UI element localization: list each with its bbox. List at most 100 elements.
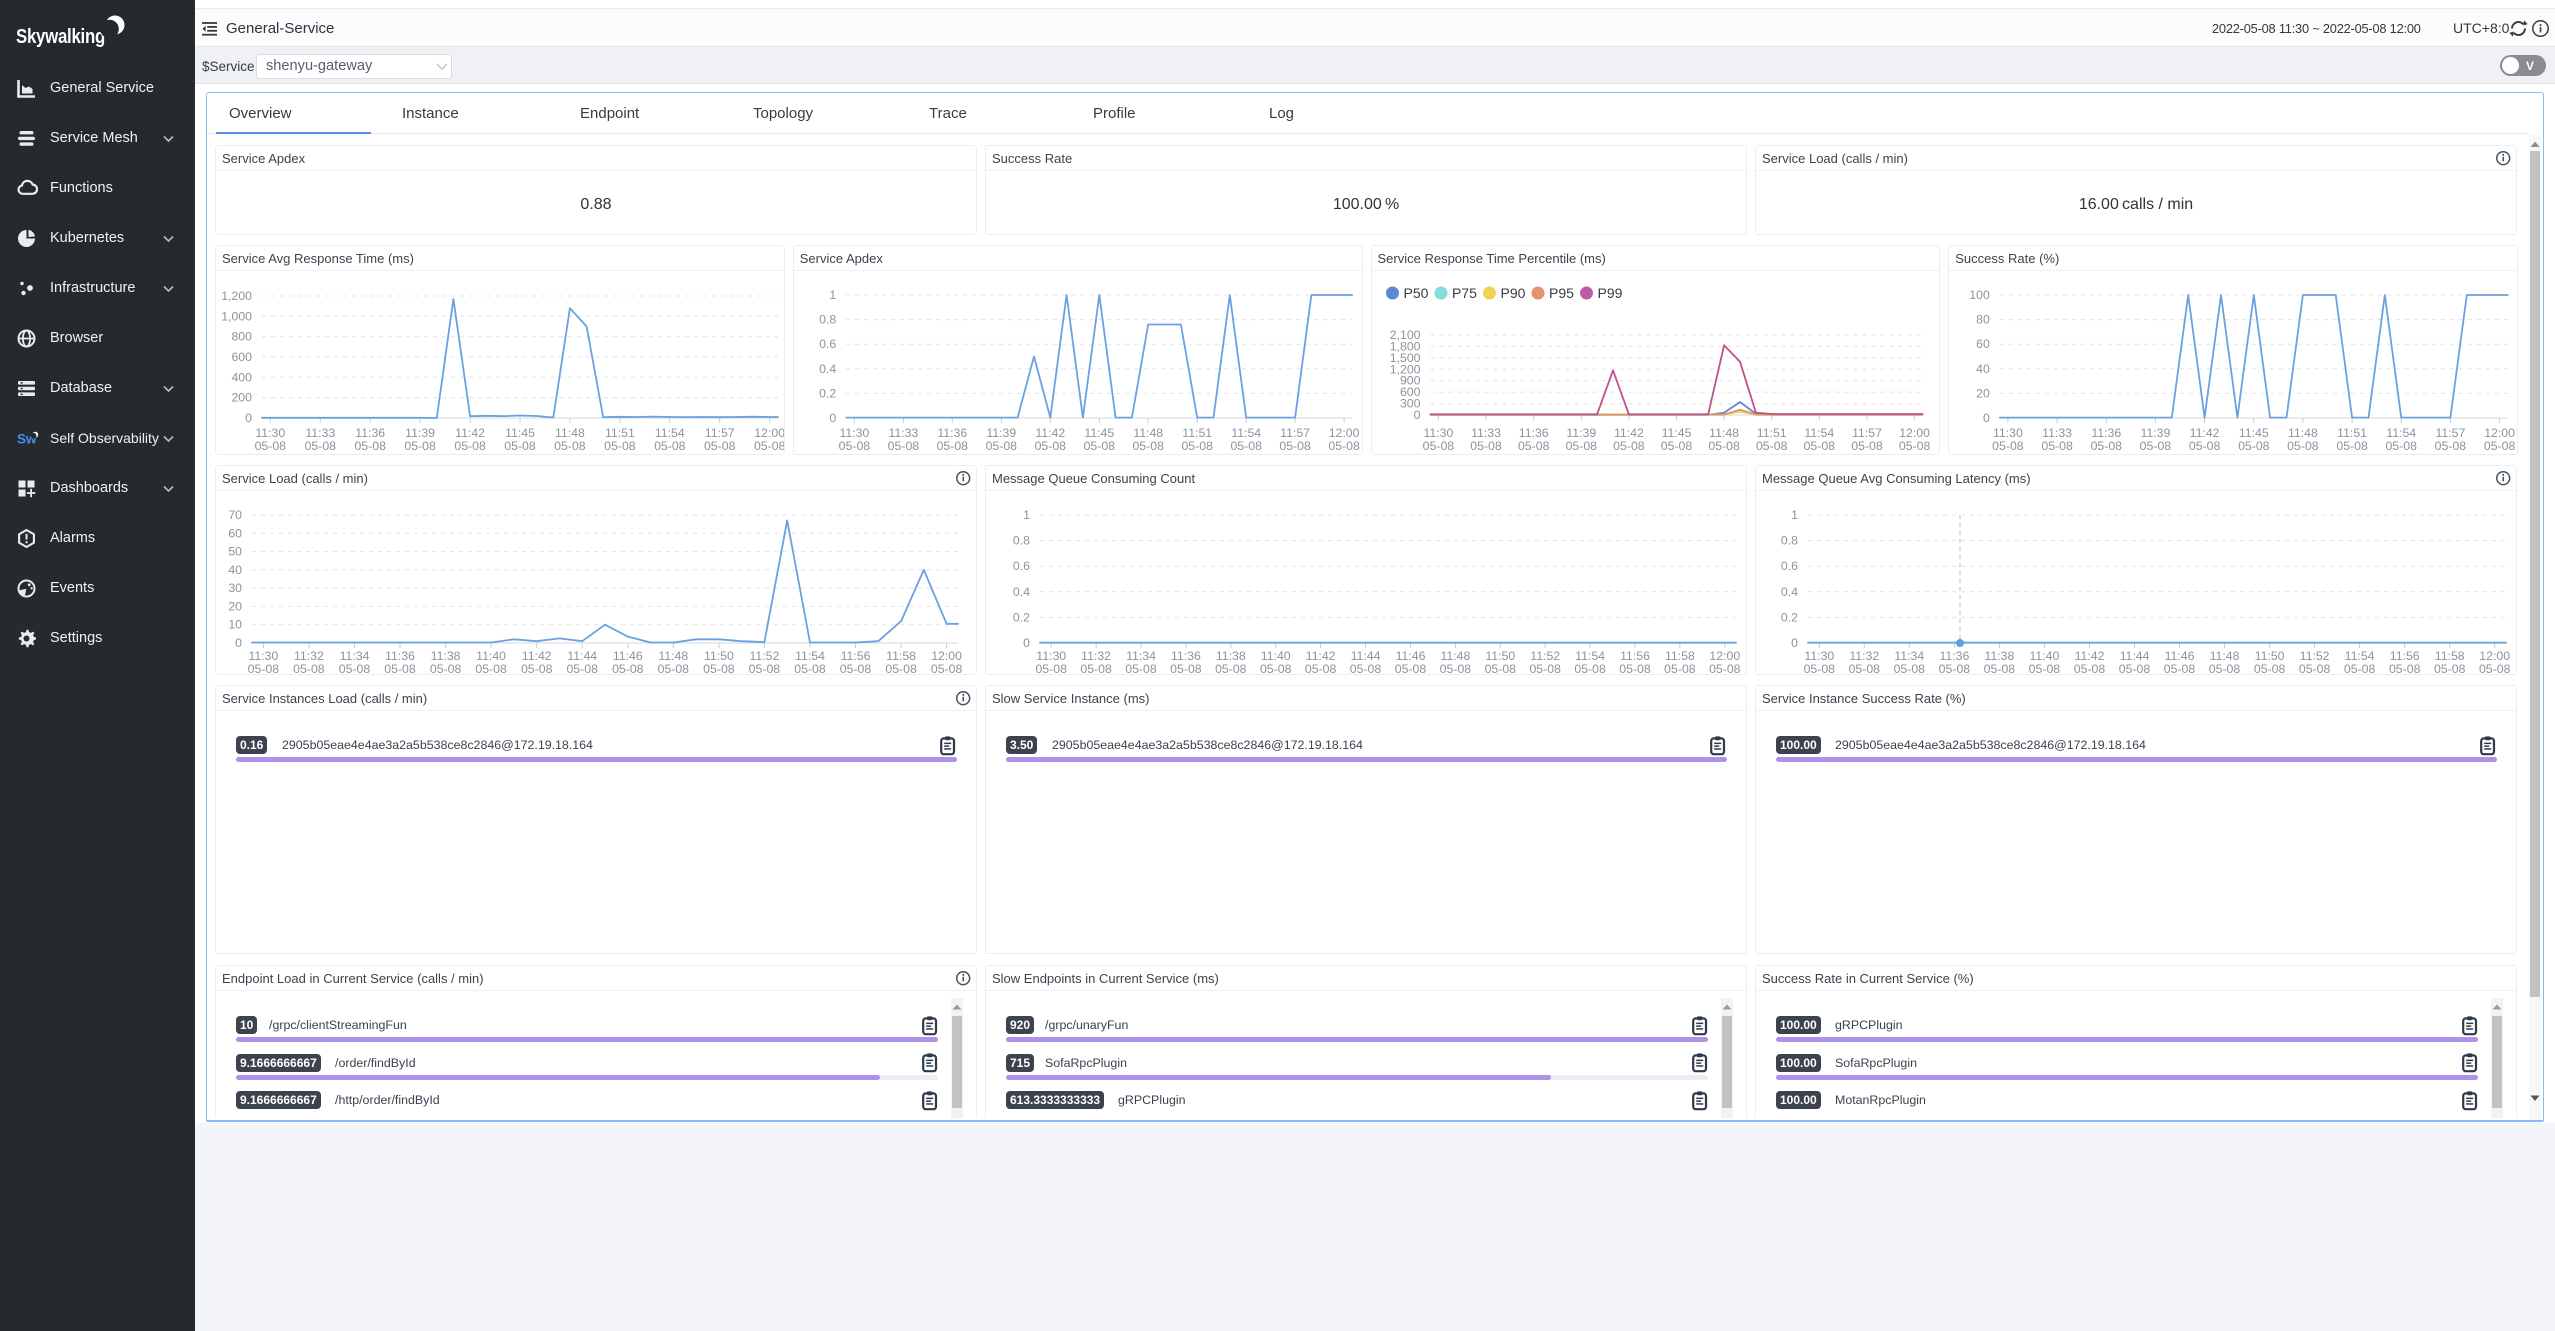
svg-text:1,800: 1,800 <box>1389 339 1420 353</box>
svg-text:05-08: 05-08 <box>1660 439 1692 453</box>
svg-text:1,500: 1,500 <box>1389 351 1420 365</box>
svg-text:11:38: 11:38 <box>431 649 461 663</box>
svg-text:11:50: 11:50 <box>1485 649 1515 663</box>
svg-text:05-08: 05-08 <box>2337 439 2369 453</box>
svg-text:0.6: 0.6 <box>1013 559 1030 573</box>
svg-text:11:58: 11:58 <box>2435 649 2465 663</box>
svg-text:05-08: 05-08 <box>1803 439 1835 453</box>
svg-text:05-08: 05-08 <box>504 439 536 453</box>
svg-text:05-08: 05-08 <box>1170 662 1202 673</box>
svg-text:05-08: 05-08 <box>1939 662 1971 673</box>
svg-text:0: 0 <box>235 636 242 650</box>
svg-text:05-08: 05-08 <box>1849 662 1881 673</box>
svg-text:05-08: 05-08 <box>2164 662 2196 673</box>
svg-text:11:51: 11:51 <box>1756 426 1786 440</box>
svg-text:0.2: 0.2 <box>1781 610 1798 624</box>
svg-text:0.6: 0.6 <box>1781 559 1798 573</box>
svg-text:11:40: 11:40 <box>1261 649 1291 663</box>
svg-text:11:56: 11:56 <box>1620 649 1650 663</box>
svg-text:11:50: 11:50 <box>2255 649 2285 663</box>
svg-text:11:33: 11:33 <box>888 426 918 440</box>
svg-text:05-08: 05-08 <box>2140 439 2172 453</box>
svg-text:11:39: 11:39 <box>1566 426 1596 440</box>
svg-text:05-08: 05-08 <box>703 662 735 673</box>
svg-text:600: 600 <box>1399 385 1420 399</box>
svg-text:60: 60 <box>1976 337 1990 351</box>
svg-text:11:46: 11:46 <box>1396 649 1426 663</box>
svg-text:05-08: 05-08 <box>2074 662 2106 673</box>
svg-text:12:00: 12:00 <box>1899 426 1930 440</box>
svg-text:05-08: 05-08 <box>749 662 781 673</box>
svg-text:100: 100 <box>1970 288 1991 302</box>
svg-text:11:30: 11:30 <box>1036 649 1066 663</box>
svg-text:0.2: 0.2 <box>819 386 836 400</box>
svg-text:05-08: 05-08 <box>404 439 436 453</box>
svg-text:P50: P50 <box>1403 285 1428 301</box>
svg-text:11:40: 11:40 <box>476 649 506 663</box>
svg-text:05-08: 05-08 <box>2209 662 2241 673</box>
svg-text:11:42: 11:42 <box>1613 426 1643 440</box>
svg-text:11:45: 11:45 <box>1084 426 1114 440</box>
svg-text:11:50: 11:50 <box>704 649 734 663</box>
svg-text:11:32: 11:32 <box>294 649 324 663</box>
svg-text:11:51: 11:51 <box>605 426 635 440</box>
svg-text:05-08: 05-08 <box>1894 662 1926 673</box>
svg-text:900: 900 <box>1399 374 1420 388</box>
svg-text:05-08: 05-08 <box>1709 662 1741 673</box>
svg-text:11:56: 11:56 <box>841 649 871 663</box>
svg-text:05-08: 05-08 <box>885 662 917 673</box>
svg-text:05-08: 05-08 <box>2189 439 2221 453</box>
svg-text:05-08: 05-08 <box>1619 662 1651 673</box>
svg-text:11:34: 11:34 <box>340 649 370 663</box>
svg-text:0.4: 0.4 <box>819 362 836 376</box>
svg-text:11:39: 11:39 <box>405 426 435 440</box>
svg-text:1: 1 <box>829 288 836 302</box>
svg-text:0: 0 <box>1413 408 1420 422</box>
svg-text:05-08: 05-08 <box>430 662 462 673</box>
svg-text:05-08: 05-08 <box>1305 662 1337 673</box>
svg-text:1,200: 1,200 <box>1389 362 1420 376</box>
svg-text:05-08: 05-08 <box>1422 439 1454 453</box>
svg-text:11:54: 11:54 <box>1804 426 1834 440</box>
svg-text:05-08: 05-08 <box>1485 662 1517 673</box>
svg-text:05-08: 05-08 <box>2344 662 2376 673</box>
svg-text:11:30: 11:30 <box>1993 426 2023 440</box>
svg-text:0: 0 <box>1791 636 1798 650</box>
svg-text:05-08: 05-08 <box>1035 662 1067 673</box>
svg-text:05-08: 05-08 <box>1440 662 1472 673</box>
svg-text:05-08: 05-08 <box>887 439 919 453</box>
svg-text:20: 20 <box>1976 386 1990 400</box>
svg-text:11:48: 11:48 <box>1709 426 1739 440</box>
svg-text:11:54: 11:54 <box>655 426 685 440</box>
svg-text:0: 0 <box>245 411 252 425</box>
svg-text:05-08: 05-08 <box>1034 439 1066 453</box>
svg-text:11:57: 11:57 <box>705 426 735 440</box>
svg-text:11:36: 11:36 <box>2092 426 2122 440</box>
svg-text:11:45: 11:45 <box>2239 426 2269 440</box>
svg-text:05-08: 05-08 <box>566 662 598 673</box>
svg-text:11:45: 11:45 <box>505 426 535 440</box>
svg-text:11:57: 11:57 <box>1852 426 1882 440</box>
svg-text:11:36: 11:36 <box>355 426 385 440</box>
svg-text:05-08: 05-08 <box>2029 662 2061 673</box>
svg-text:05-08: 05-08 <box>1230 439 1262 453</box>
svg-text:05-08: 05-08 <box>936 439 968 453</box>
svg-text:80: 80 <box>1976 313 1990 327</box>
svg-text:05-08: 05-08 <box>2434 662 2466 673</box>
svg-text:11:42: 11:42 <box>2075 649 2105 663</box>
svg-text:11:42: 11:42 <box>522 649 552 663</box>
svg-text:11:48: 11:48 <box>1440 649 1470 663</box>
svg-text:12:00: 12:00 <box>2479 649 2510 663</box>
svg-text:11:51: 11:51 <box>2337 426 2367 440</box>
svg-text:05-08: 05-08 <box>1984 662 2016 673</box>
svg-text:05-08: 05-08 <box>1517 439 1549 453</box>
svg-text:P95: P95 <box>1549 285 1574 301</box>
svg-text:400: 400 <box>231 370 252 384</box>
svg-text:11:56: 11:56 <box>2390 649 2420 663</box>
svg-text:11:36: 11:36 <box>1518 426 1548 440</box>
svg-text:11:42: 11:42 <box>1306 649 1336 663</box>
svg-text:11:30: 11:30 <box>839 426 869 440</box>
svg-text:300: 300 <box>1399 397 1420 411</box>
svg-text:11:34: 11:34 <box>1894 649 1924 663</box>
svg-text:05-08: 05-08 <box>838 439 870 453</box>
